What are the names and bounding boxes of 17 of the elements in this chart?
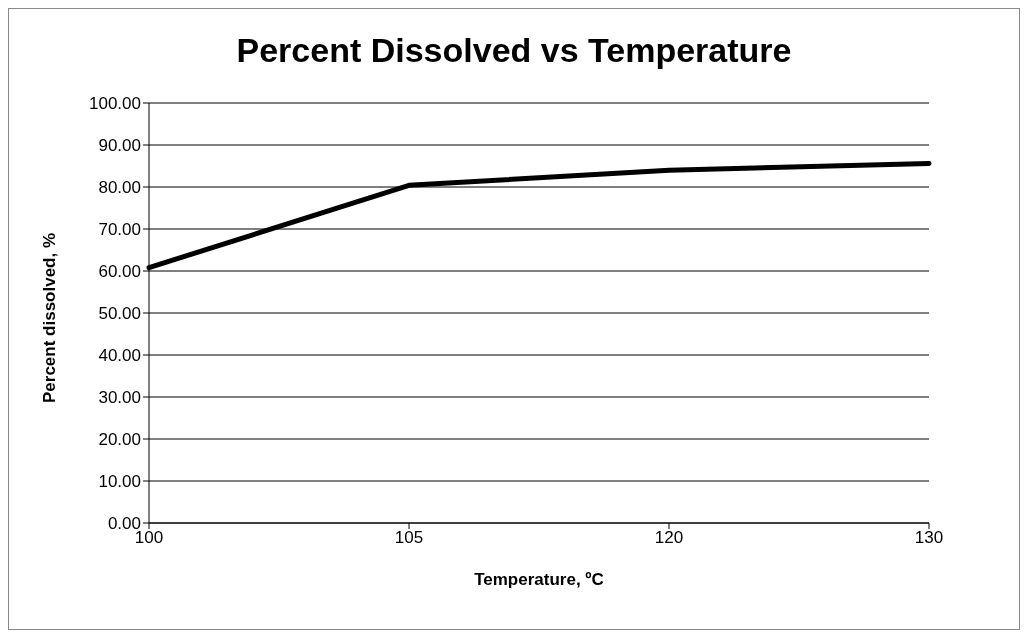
y-tick-label: 30.00 xyxy=(98,388,141,408)
x-tick-label: 120 xyxy=(654,528,684,548)
y-tick-label: 70.00 xyxy=(98,220,141,240)
y-axis-title: Percent dissolved, % xyxy=(40,232,60,403)
y-tick-label: 60.00 xyxy=(98,262,141,282)
x-tick-label: 105 xyxy=(394,528,424,548)
chart-title: Percent Dissolved vs Temperature xyxy=(235,31,793,71)
y-tick-label: 20.00 xyxy=(98,430,141,450)
y-tick-label: 90.00 xyxy=(98,136,141,156)
y-tick-label: 80.00 xyxy=(98,178,141,198)
x-tick-label: 130 xyxy=(914,528,944,548)
x-axis-title: Temperature, ºC xyxy=(474,570,604,589)
y-tick-label: 40.00 xyxy=(98,346,141,366)
x-tick-label: 100 xyxy=(134,528,164,548)
y-tick-label: 50.00 xyxy=(98,304,141,324)
y-tick-label: 10.00 xyxy=(98,472,141,492)
y-tick-label: 100.00 xyxy=(89,94,141,114)
